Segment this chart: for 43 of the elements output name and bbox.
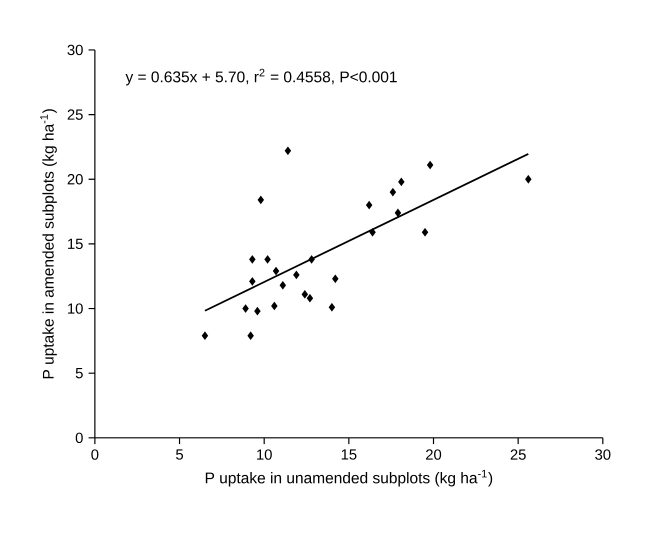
point [308, 255, 315, 264]
point [328, 303, 336, 312]
point [306, 294, 314, 302]
x-tick-label: 10 [257, 449, 272, 460]
x-tick-label: 25 [510, 449, 526, 460]
point [302, 290, 308, 298]
point [422, 228, 428, 236]
y-tick-label: 5 [76, 368, 83, 378]
x-tick-label: 0 [91, 449, 98, 460]
y-tick-label: 15 [68, 238, 83, 250]
y-tick-label: 25 [68, 109, 83, 120]
y-tick-label: 0 [76, 432, 83, 444]
point [247, 332, 254, 340]
point [272, 266, 280, 276]
point [249, 277, 256, 286]
x-tick-label: 20 [426, 449, 442, 460]
point [271, 302, 278, 310]
point [390, 188, 396, 196]
point [426, 160, 434, 170]
point [242, 304, 249, 313]
point [284, 146, 292, 155]
x-axis-title: P uptake in unamended subplots (kg ha$^{-1}$) [206, 470, 492, 487]
point [525, 175, 532, 184]
point [249, 255, 256, 264]
point [254, 307, 261, 316]
point [332, 274, 338, 283]
y-axis-title: P uptake in amended subplots (kg ha$^{-1}$) [40, 109, 57, 378]
point [369, 228, 376, 236]
point [258, 196, 264, 204]
point [394, 208, 402, 218]
annotation: y = 0.635x + 5.70, r$^{2}$ = 0.4558, P<0.001 [126, 68, 397, 86]
point [293, 270, 300, 280]
x-tick-label: 5 [176, 449, 184, 460]
y-tick-label: 30 [68, 44, 83, 56]
x-tick-label: 15 [342, 449, 356, 460]
y-tick-label: 10 [68, 303, 83, 314]
point [280, 281, 286, 290]
x-tick-label: 30 [595, 449, 610, 460]
y-tick-label: 20 [68, 174, 83, 185]
point [398, 178, 405, 186]
point [202, 332, 208, 340]
point [366, 201, 372, 210]
point [264, 255, 271, 264]
